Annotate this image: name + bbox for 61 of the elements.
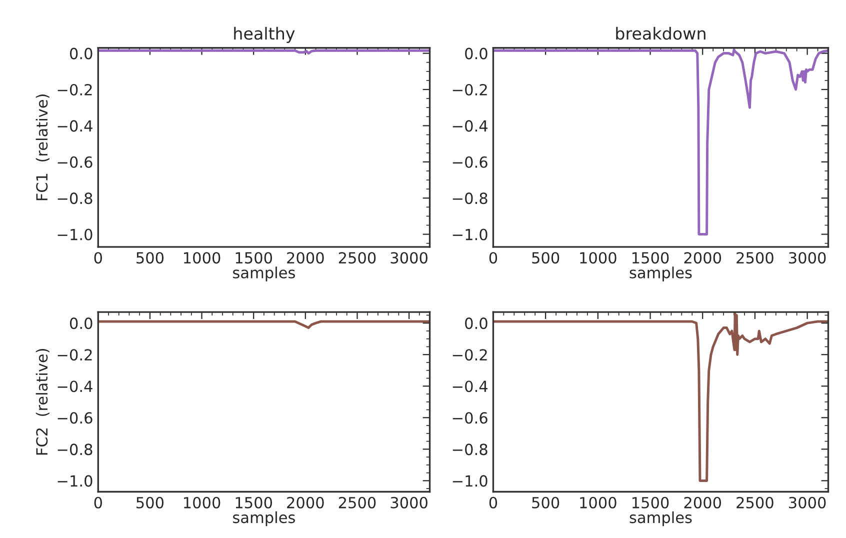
x-tick-label: 1500 (236, 252, 272, 264)
y-tick-label: −0.4 (58, 120, 92, 132)
x-tick-label: 0 (489, 496, 498, 508)
x-tick-label: 1000 (184, 252, 220, 264)
x-tick-label: 2000 (287, 252, 324, 264)
y-tick-label: −0.2 (452, 349, 487, 361)
x-tick-label: 0 (94, 252, 102, 264)
x-axis-title: samples (630, 266, 692, 282)
y-tick-label: −1.0 (58, 228, 92, 240)
x-tick-label: 1000 (580, 252, 616, 264)
y-tick-label: −0.8 (452, 444, 488, 456)
x-tick-label: 1500 (632, 252, 669, 264)
x-axis-title: samples (233, 511, 295, 526)
y-tick-label: −0.4 (58, 380, 92, 392)
y-tick-label: −0.8 (452, 192, 488, 204)
x-tick-label: 2000 (684, 496, 722, 508)
x-tick-label: 2500 (338, 496, 376, 508)
x-tick-label: 2500 (338, 252, 376, 264)
y-tick-label: −0.6 (452, 156, 488, 168)
y-tick-label: −1.0 (452, 228, 488, 240)
y-tick-label: −0.2 (58, 349, 92, 361)
x-tick-label: 0 (94, 496, 102, 508)
y-tick-label: 0.0 (70, 318, 92, 330)
y-tick-label: −0.6 (452, 412, 488, 424)
y-tick-label: −0.6 (58, 412, 92, 424)
x-tick-label: 1000 (580, 496, 616, 508)
x-tick-label: 2500 (736, 496, 774, 508)
x-axis-title: samples (233, 266, 295, 282)
x-tick-label: 500 (532, 252, 560, 264)
x-tick-label: 0 (489, 252, 498, 264)
x-tick-label: 3000 (789, 252, 826, 264)
line-series (98, 320, 430, 330)
x-tick-label: 2500 (736, 252, 774, 264)
y-tick-label: 0.0 (465, 318, 488, 330)
y-tick-label: 0.0 (465, 48, 488, 60)
chart-title: healthy (234, 26, 295, 44)
x-tick-label: 2000 (287, 496, 324, 508)
x-axis-title: samples (630, 511, 692, 526)
y-tick-label: −0.4 (452, 120, 488, 132)
x-tick-label: 3000 (390, 252, 428, 264)
x-tick-label: 500 (136, 496, 164, 508)
x-tick-label: 1500 (236, 496, 272, 508)
y-axis-title: FC1 (relative) (36, 94, 50, 200)
y-tick-label: −1.0 (58, 475, 92, 487)
y-tick-label: −1.0 (452, 475, 488, 487)
x-tick-label: 500 (532, 496, 560, 508)
x-tick-label: 1500 (632, 496, 669, 508)
y-tick-label: −0.2 (452, 84, 487, 96)
y-tick-label: −0.2 (58, 84, 92, 96)
x-tick-label: 1000 (184, 496, 220, 508)
x-tick-label: 2000 (684, 252, 722, 264)
y-tick-label: −0.8 (58, 192, 92, 204)
y-tick-label: 0.0 (70, 48, 92, 60)
y-tick-label: −0.6 (58, 156, 92, 168)
x-tick-label: 500 (136, 252, 164, 264)
x-tick-label: 3000 (789, 496, 826, 508)
y-axis-title: FC2 (relative) (36, 348, 50, 455)
x-tick-label: 3000 (390, 496, 428, 508)
chart-title: breakdown (616, 26, 706, 40)
y-tick-label: −0.4 (452, 380, 488, 392)
y-tick-label: −0.8 (58, 444, 92, 456)
